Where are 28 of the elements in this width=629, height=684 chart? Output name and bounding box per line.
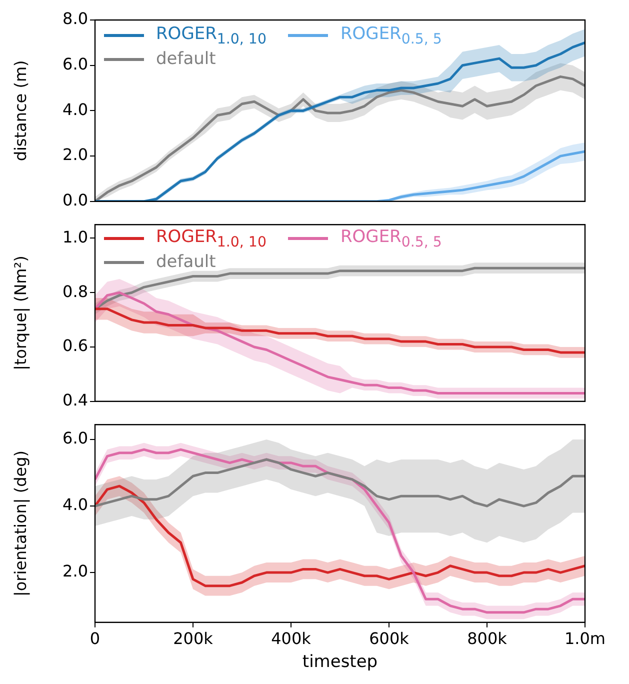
y-axis-title: distance (m) [10, 60, 30, 162]
x-tick-label: 1.0m [564, 629, 606, 648]
y-tick-label: 2.0 [62, 562, 88, 581]
x-tick-label: 600k [369, 629, 410, 648]
y-tick-label: 4.0 [62, 100, 88, 119]
y-tick-label: 6.0 [62, 428, 88, 448]
legend-label: ROGER$_{0.5, 5}$ [340, 24, 442, 48]
legend-label: default [156, 49, 216, 70]
y-tick-label: 8.0 [62, 9, 88, 28]
y-tick-label: 6.0 [62, 54, 88, 74]
y-axis-title: |torque| (Nm²) [10, 256, 30, 370]
x-axis-title: timestep [302, 652, 378, 672]
y-tick-label: 2.0 [62, 145, 88, 164]
x-tick-label: 400k [271, 629, 312, 648]
legend-label: ROGER$_{1.0, 10}$ [156, 24, 266, 48]
y-tick-label: 0.6 [62, 336, 88, 356]
y-tick-label: 0.0 [62, 190, 88, 210]
y-tick-label: 4.0 [62, 495, 88, 514]
legend-label: ROGER$_{0.5, 5}$ [340, 227, 442, 250]
x-tick-label: 200k [173, 629, 214, 648]
x-tick-label: 800k [467, 629, 508, 648]
y-tick-label: 1.0 [62, 227, 88, 246]
y-axis-title: |orientation| (deg) [10, 450, 30, 597]
x-tick-label: 0 [90, 629, 100, 648]
y-tick-label: 0.4 [62, 390, 88, 410]
legend-label: default [156, 252, 216, 272]
y-tick-label: 0.8 [62, 282, 88, 301]
legend-label: ROGER$_{1.0, 10}$ [156, 227, 266, 250]
